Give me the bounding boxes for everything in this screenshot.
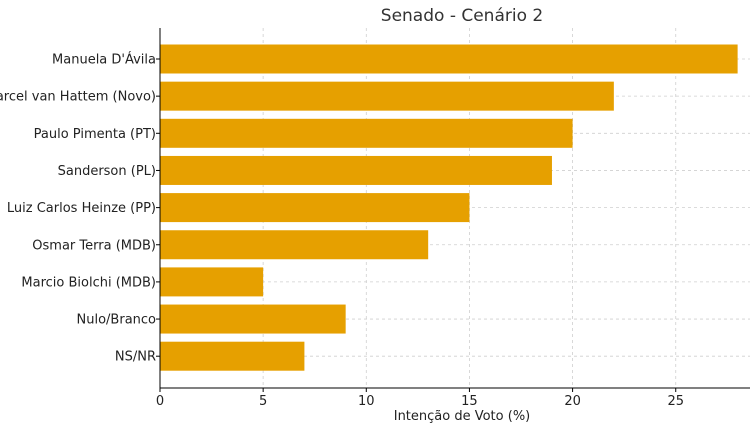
x-axis-label: Intenção de Voto (%): [394, 409, 531, 424]
bar: [160, 81, 614, 111]
bar: [160, 267, 264, 297]
bar: [160, 44, 738, 74]
bar: [160, 230, 429, 260]
category-label: NS/NR: [115, 350, 156, 365]
category-label: Osmar Terra (MDB): [32, 238, 156, 253]
category-label: Marcio Biolchi (MDB): [21, 275, 156, 290]
x-tick-label: 15: [461, 394, 478, 409]
category-label: Nulo/Branco: [77, 313, 157, 328]
bar: [160, 155, 552, 185]
category-label: Marcel van Hattem (Novo): [0, 90, 156, 105]
x-tick-label: 20: [564, 394, 581, 409]
x-tick-label: 10: [358, 394, 375, 409]
bar: [160, 304, 346, 334]
x-tick-label: 5: [259, 394, 267, 409]
category-label: Paulo Pimenta (PT): [34, 127, 156, 142]
bar: [160, 341, 305, 371]
bar: [160, 118, 573, 148]
x-tick-label: 0: [156, 394, 164, 409]
chart-title: Senado - Cenário 2: [381, 6, 543, 26]
category-label: Sanderson (PL): [58, 164, 156, 179]
category-label: Manuela D'Ávila: [52, 52, 156, 68]
category-label: Luiz Carlos Heinze (PP): [7, 201, 156, 216]
category-labels: Manuela D'Ávila Marcel van Hattem (Novo) P…: [0, 52, 160, 365]
x-tick-labels: 0 5 10 15 20 25: [156, 388, 684, 409]
x-tick-label: 25: [667, 394, 684, 409]
bars-layer: [160, 44, 738, 371]
bar: [160, 193, 470, 223]
